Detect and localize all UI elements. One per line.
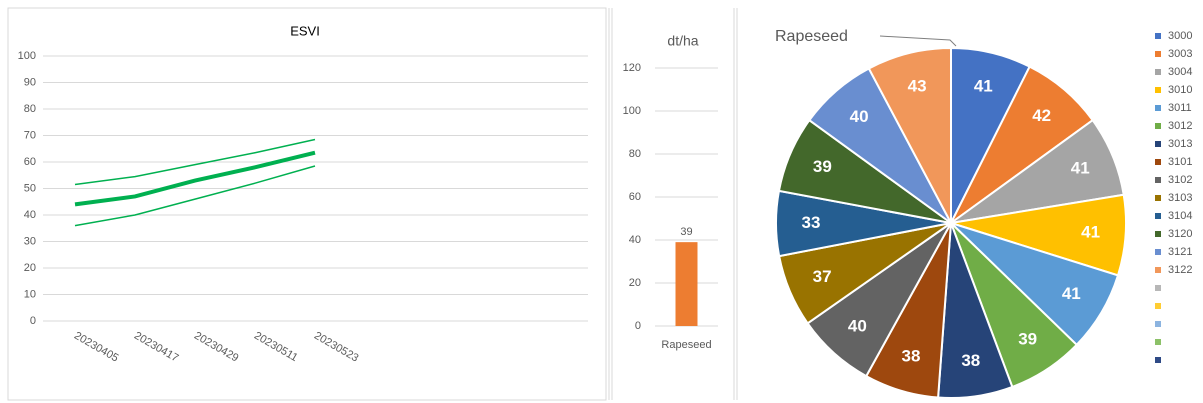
legend-label: 3104 [1168,210,1192,222]
y-tick-label: 50 [24,182,36,194]
legend-swatch [1155,87,1161,93]
legend-swatch [1155,141,1161,147]
panel [7,7,607,401]
line-series [74,138,316,186]
legend-label: 3012 [1168,120,1192,132]
legend-label: 3003 [1168,48,1192,60]
legend-swatch [1155,321,1161,327]
x-tick-label: Rapeseed [661,339,711,351]
data-label: 39 [680,226,692,238]
data-label: 37 [813,267,832,286]
bar [675,242,698,326]
y-tick-label: 80 [629,148,641,160]
legend-swatch [1155,213,1161,219]
chart-title: Rapeseed [775,28,848,45]
y-tick-label: 80 [24,103,36,115]
y-tick-label: 20 [24,262,36,274]
legend-swatch [1155,267,1161,273]
data-label: 40 [848,317,867,336]
legend-label: 3004 [1168,66,1192,78]
y-tick-label: 70 [24,129,36,141]
legend-label: 3121 [1168,246,1192,258]
y-tick-label: 30 [24,235,36,247]
y-tick-label: 120 [623,62,641,74]
line-series [74,165,316,227]
legend-swatch [1155,33,1161,39]
y-tick-label: 100 [623,105,641,117]
pie-slice [867,46,952,224]
y-tick-label: 0 [30,315,36,327]
legend-swatch [1155,339,1161,345]
data-label: 39 [1018,330,1037,349]
legend-swatch [1155,51,1161,57]
legend-label: 3120 [1168,228,1192,240]
data-label: 41 [974,76,993,95]
data-label: 39 [813,157,832,176]
legend-swatch [1155,285,1161,291]
chart-title: ESVI [290,23,320,38]
legend-swatch [1155,231,1161,237]
legend-swatch [1155,123,1161,129]
legend-swatch [1155,249,1161,255]
chart-title: dt/ha [667,33,698,49]
legend-label: 3000 [1168,30,1192,42]
legend-swatch [1155,105,1161,111]
data-label: 38 [902,347,921,366]
leader-line [879,35,957,47]
data-label: 41 [1062,284,1081,303]
y-tick-label: 90 [24,76,36,88]
legend-label: 3101 [1168,156,1192,168]
line-series [74,150,316,207]
legend-label: 3122 [1168,264,1192,276]
data-label: 41 [1071,159,1090,178]
legend-swatch [1155,195,1161,201]
y-tick-label: 60 [629,191,641,203]
data-label: 40 [850,107,869,126]
legend-label: 3102 [1168,174,1192,186]
y-tick-label: 0 [635,320,641,332]
y-tick-label: 40 [24,209,36,221]
y-tick-label: 10 [24,288,36,300]
y-tick-label: 60 [24,156,36,168]
y-tick-label: 20 [629,277,641,289]
legend-swatch [1155,159,1161,165]
legend-swatch [1155,69,1161,75]
legend-label: 3010 [1168,84,1192,96]
y-tick-label: 40 [629,234,641,246]
data-label: 38 [961,351,980,370]
data-label: 41 [1081,222,1100,241]
legend-swatch [1155,177,1161,183]
data-label: 33 [802,213,821,232]
legend-label: 3013 [1168,138,1192,150]
legend-swatch [1155,357,1161,363]
y-tick-label: 100 [18,50,36,62]
data-label: 42 [1032,106,1051,125]
legend-swatch [1155,303,1161,309]
data-label: 43 [908,77,927,96]
legend-label: 3103 [1168,192,1192,204]
legend-label: 3011 [1168,102,1192,114]
